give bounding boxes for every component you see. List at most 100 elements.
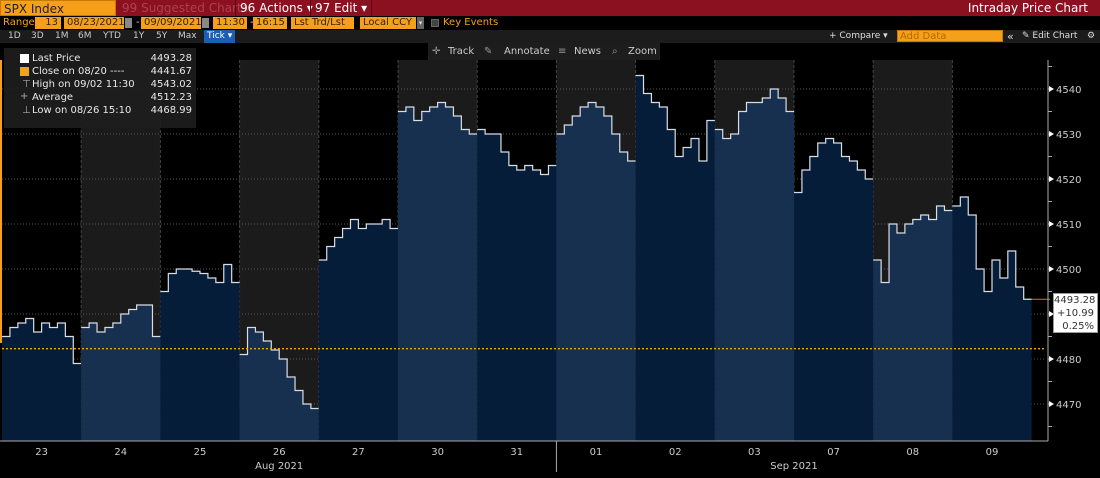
period-5y[interactable]: 5Y: [156, 31, 168, 41]
price-area-07: [794, 138, 874, 441]
price-line-23: [2, 317, 82, 365]
price-area-24: [81, 305, 161, 441]
key-events-checkbox[interactable]: [431, 19, 439, 27]
y-tick-label: 4470: [1056, 400, 1081, 411]
title-bar: [0, 0, 1100, 16]
bars-field[interactable]: 13: [35, 17, 61, 29]
y-tick-label: 4480: [1056, 355, 1081, 366]
actions-menu[interactable]: 96 Actions ▾: [235, 0, 317, 16]
price-line-31: [477, 128, 557, 176]
x-tick-label: 08: [906, 447, 919, 458]
calendar-icon[interactable]: [125, 18, 132, 28]
suggested-charts-menu[interactable]: 99 Suggested Charts: [122, 1, 248, 15]
legend-close: Close on 08/20 ---- 4441.67: [32, 66, 192, 77]
edit-chart-button[interactable]: ✎ Edit Chart: [1022, 31, 1078, 41]
news-button[interactable]: News: [574, 46, 602, 57]
price-area-09: [952, 197, 1032, 441]
price-area-26: [239, 327, 319, 441]
chevron-down-icon[interactable]: ▾: [417, 17, 424, 29]
price-area-03: [714, 89, 794, 441]
period-ytd[interactable]: YTD: [103, 31, 121, 41]
legend: Last Price 4493.28 Close on 08/20 ---- 444…: [4, 48, 196, 128]
price-line-08: [873, 205, 953, 284]
period-6m[interactable]: 6M: [78, 31, 92, 41]
search-icon: ⌕: [612, 46, 618, 57]
pencil-icon: ✎: [484, 46, 493, 57]
close-swatch: [20, 67, 29, 76]
period-1d[interactable]: 1D: [8, 31, 21, 41]
zoom-button[interactable]: Zoom: [628, 46, 657, 57]
x-tick-label: 25: [194, 447, 207, 458]
price-chart: 4470 4480 4500 4510 4520 4530 4540 23 24 25 26 27 30…: [0, 60, 1081, 472]
calendar-icon[interactable]: [202, 18, 209, 28]
y-tick-marker: [1049, 176, 1054, 182]
field-select[interactable]: Lst Trd/Lst P: [291, 17, 354, 40]
price-area-31: [477, 129, 557, 441]
track-button[interactable]: Track: [448, 46, 475, 57]
y-tick-marker: [1049, 356, 1054, 362]
y-tick-marker: [1049, 266, 1054, 272]
chart-tools: ✛ Track ✎ Annotate ≡ News ⌕ Zoom: [428, 43, 660, 60]
price-line-24: [81, 304, 161, 338]
price-line-27: [318, 218, 398, 261]
x-tick-label: 09: [986, 447, 999, 458]
x-tick-label: 27: [352, 447, 365, 458]
price-area-23: [2, 318, 82, 441]
gear-icon[interactable]: ⚙: [1087, 31, 1096, 41]
price-change: +10.99: [1056, 308, 1094, 319]
add-data-input[interactable]: Add Data: [897, 30, 1003, 42]
period-3d[interactable]: 3D: [31, 31, 44, 41]
period-bar: [0, 30, 1100, 43]
crosshair-icon: ✛: [432, 46, 441, 57]
time-separator: -: [250, 17, 254, 28]
legend-average: Average 4512.23: [32, 92, 192, 103]
compare-button[interactable]: + Compare ▾: [829, 31, 888, 41]
price-line-03: [714, 88, 794, 140]
last-price-swatch: [20, 54, 29, 63]
currency-select[interactable]: Local CCY: [360, 17, 416, 29]
y-tick-marker: [1049, 311, 1054, 317]
y-tick-label: 4520: [1056, 175, 1081, 186]
page-title: Intraday Price Chart: [967, 1, 1088, 15]
key-events-label: Key Events: [443, 17, 499, 28]
end-time-field[interactable]: 16:15: [253, 17, 287, 29]
price-line-02: [635, 74, 715, 162]
x-tick-label: 02: [669, 447, 682, 458]
collapse-icon[interactable]: «: [1007, 30, 1014, 43]
price-line-26: [239, 326, 319, 410]
annotate-button[interactable]: Annotate: [504, 46, 550, 57]
average-icon: +: [20, 91, 29, 102]
month-label: Aug 2021: [255, 461, 303, 472]
end-date-field[interactable]: 09/09/2021: [141, 17, 202, 29]
period-1y[interactable]: 1Y: [133, 31, 145, 41]
x-tick-label: 23: [35, 447, 48, 458]
x-tick-label: 31: [510, 447, 523, 458]
y-tick-label: 4500: [1056, 265, 1081, 276]
period-tick[interactable]: Tick ▾: [204, 30, 236, 43]
period-1m[interactable]: 1M: [55, 31, 69, 41]
price-line-30: [398, 101, 478, 135]
range-label: Range: [3, 17, 35, 28]
last-price-tag: 4493.28 +10.99 0.25%: [1053, 293, 1098, 333]
low-icon: ⊥: [22, 105, 31, 116]
period-max[interactable]: Max: [178, 31, 197, 41]
price-line-01: [556, 101, 636, 162]
x-tick-label: 30: [431, 447, 444, 458]
price-area-08: [873, 206, 953, 441]
y-tick-marker: [1049, 221, 1054, 227]
x-tick-label: 07: [827, 447, 840, 458]
y-tick-marker: [1049, 131, 1054, 137]
ticker-input[interactable]: SPX Index: [0, 0, 116, 16]
month-label: Sep 2021: [770, 461, 817, 472]
price-line-07: [794, 137, 874, 194]
start-date-field[interactable]: 08/23/2021: [64, 17, 125, 29]
edit-menu[interactable]: 97 Edit ▾: [310, 0, 373, 16]
price-line-09: [952, 196, 1032, 300]
legend-high: High on 09/02 11:30 4543.02: [32, 79, 192, 90]
y-tick-marker: [1049, 401, 1054, 407]
y-tick-label: 4540: [1056, 85, 1081, 96]
last-price-value: 4493.28: [1054, 295, 1096, 306]
start-time-field[interactable]: 11:30: [213, 17, 247, 29]
price-area-27: [318, 219, 398, 441]
y-tick-label: 4530: [1056, 130, 1081, 141]
